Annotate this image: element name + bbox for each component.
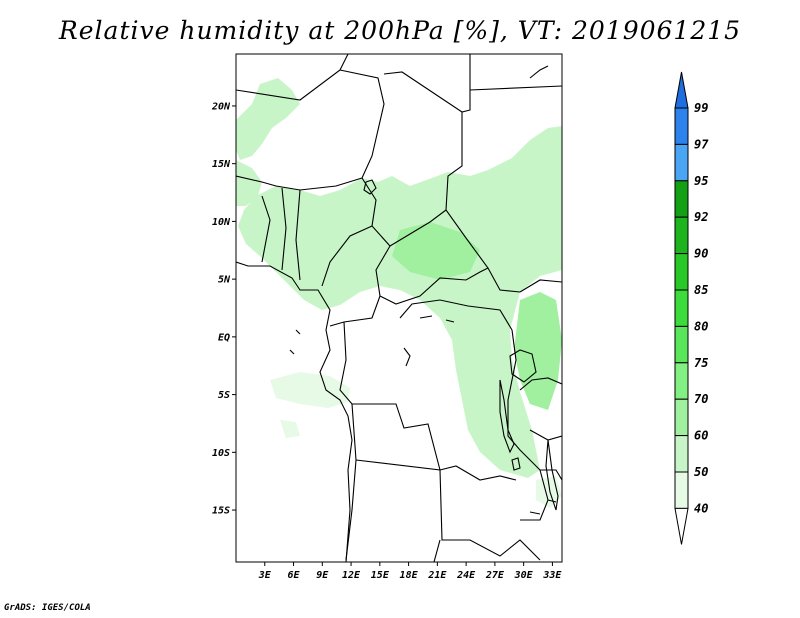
- border-line: [375, 245, 489, 305]
- border-line: [403, 347, 411, 367]
- coastline: [236, 261, 353, 562]
- humidity-area-southwest: [270, 372, 350, 408]
- lon-tick-label: 27E: [485, 570, 505, 581]
- colorbar-segment: [674, 471, 689, 509]
- border-line: [383, 54, 471, 113]
- border-line: [295, 189, 301, 281]
- colorbar-label: 40: [694, 501, 708, 515]
- lon-tick-label: 33E: [542, 570, 562, 581]
- lon-tick-label: 18E: [400, 570, 419, 581]
- lake-chad: [363, 179, 377, 195]
- lat-tick-label: 5S: [218, 390, 230, 401]
- colorbar-label: 97: [694, 137, 709, 151]
- country-borders: [236, 54, 562, 562]
- lon-tick-label: 6E: [288, 570, 301, 581]
- colorbar-top-triangle: [674, 71, 689, 109]
- border-line: [281, 187, 287, 271]
- lat-tick-label: 10N: [212, 217, 231, 228]
- lake-malawi: [545, 439, 559, 511]
- humidity-area-southwest-small: [280, 420, 300, 438]
- border-line: [507, 329, 549, 521]
- border-line: [361, 177, 447, 247]
- humidity-area-west-coast: [236, 160, 262, 206]
- humidity-area-east-lakes: [514, 292, 562, 410]
- border-line: [236, 54, 349, 101]
- colorbar-label: 92: [694, 210, 708, 224]
- colorbar-segment: [674, 253, 689, 291]
- lon-tick-label: 21E: [427, 570, 447, 581]
- red-sea-coast: [529, 65, 549, 79]
- border-line: [519, 377, 562, 391]
- border-line: [529, 429, 562, 441]
- border-line: [236, 175, 363, 191]
- border-line: [321, 225, 373, 287]
- border-line: [289, 329, 301, 355]
- lon-tick-label: 9E: [316, 570, 329, 581]
- colorbar-label: 85: [694, 283, 708, 297]
- colorbar-segment: [674, 398, 689, 437]
- lat-tick-label: 10S: [212, 448, 230, 459]
- humidity-area-central: [392, 222, 480, 280]
- humidity-area-south-east: [536, 476, 562, 508]
- colorbar-segment: [674, 289, 689, 327]
- lat-tick-label: 15N: [212, 159, 231, 170]
- latitude-axis: 20N 15N 10N 5N EQ 5S 10S 15S: [211, 101, 236, 517]
- colorbar-label: 60: [694, 429, 708, 443]
- lon-tick-label: 3E: [258, 570, 272, 581]
- border-line: [345, 403, 357, 561]
- border-line: [419, 315, 455, 323]
- lon-tick-label: 15E: [371, 570, 390, 581]
- colorbar-label: 90: [694, 247, 708, 261]
- colorbar-label: 99: [694, 101, 708, 115]
- colorbar: 99 97 95 92 90 85 80 75 70 60 50 40: [674, 71, 709, 545]
- colorbar-segment: [674, 325, 689, 364]
- border-line: [261, 195, 271, 263]
- colorbar-bottom-triangle: [674, 507, 689, 545]
- colorbar-label: 95: [694, 174, 708, 188]
- colorbar-label: 70: [694, 392, 708, 406]
- border-line: [433, 539, 441, 562]
- lake-mweru: [511, 457, 521, 471]
- border-line: [445, 112, 521, 293]
- colorbar-segment: [674, 143, 689, 182]
- humidity-area-northwest: [236, 78, 300, 160]
- humidity-area-sahel: [238, 126, 562, 478]
- colorbar-label: 50: [694, 465, 708, 479]
- colorbar-segment: [674, 107, 689, 145]
- border-line: [355, 459, 541, 561]
- colorbar-label: 75: [694, 356, 708, 370]
- lat-tick-label: EQ: [218, 332, 230, 343]
- border-line: [329, 295, 381, 327]
- colorbar-segment: [674, 216, 689, 255]
- lat-tick-label: 15S: [212, 506, 230, 517]
- lake-tanganyika: [499, 379, 515, 454]
- lat-tick-label: 5N: [218, 275, 231, 286]
- border-line: [339, 321, 517, 481]
- border-line: [399, 299, 513, 331]
- lon-tick-label: 24E: [456, 570, 476, 581]
- lat-tick-label: 20N: [211, 101, 231, 112]
- border-line: [529, 499, 557, 515]
- lon-tick-label: 30E: [514, 570, 534, 581]
- lake-victoria: [509, 349, 537, 383]
- lon-tick-label: 12E: [342, 570, 361, 581]
- longitude-axis: 3E 6E 9E 12E 15E 18E 21E 24E 27E 30E 33E: [258, 562, 562, 581]
- border-line: [519, 279, 562, 293]
- border-line: [339, 69, 385, 179]
- colorbar-segment: [674, 362, 689, 400]
- colorbar-segment: [674, 435, 689, 473]
- grads-credit: GrADS: IGES/COLA: [4, 603, 91, 613]
- humidity-shading: [236, 78, 562, 508]
- border-line: [469, 85, 562, 91]
- colorbar-label: 80: [694, 319, 708, 333]
- map-title: Relative humidity at 200hPa [%], VT: 201…: [58, 16, 742, 45]
- colorbar-segment: [674, 180, 689, 218]
- map-frame: [235, 53, 563, 563]
- border-line: [540, 469, 562, 481]
